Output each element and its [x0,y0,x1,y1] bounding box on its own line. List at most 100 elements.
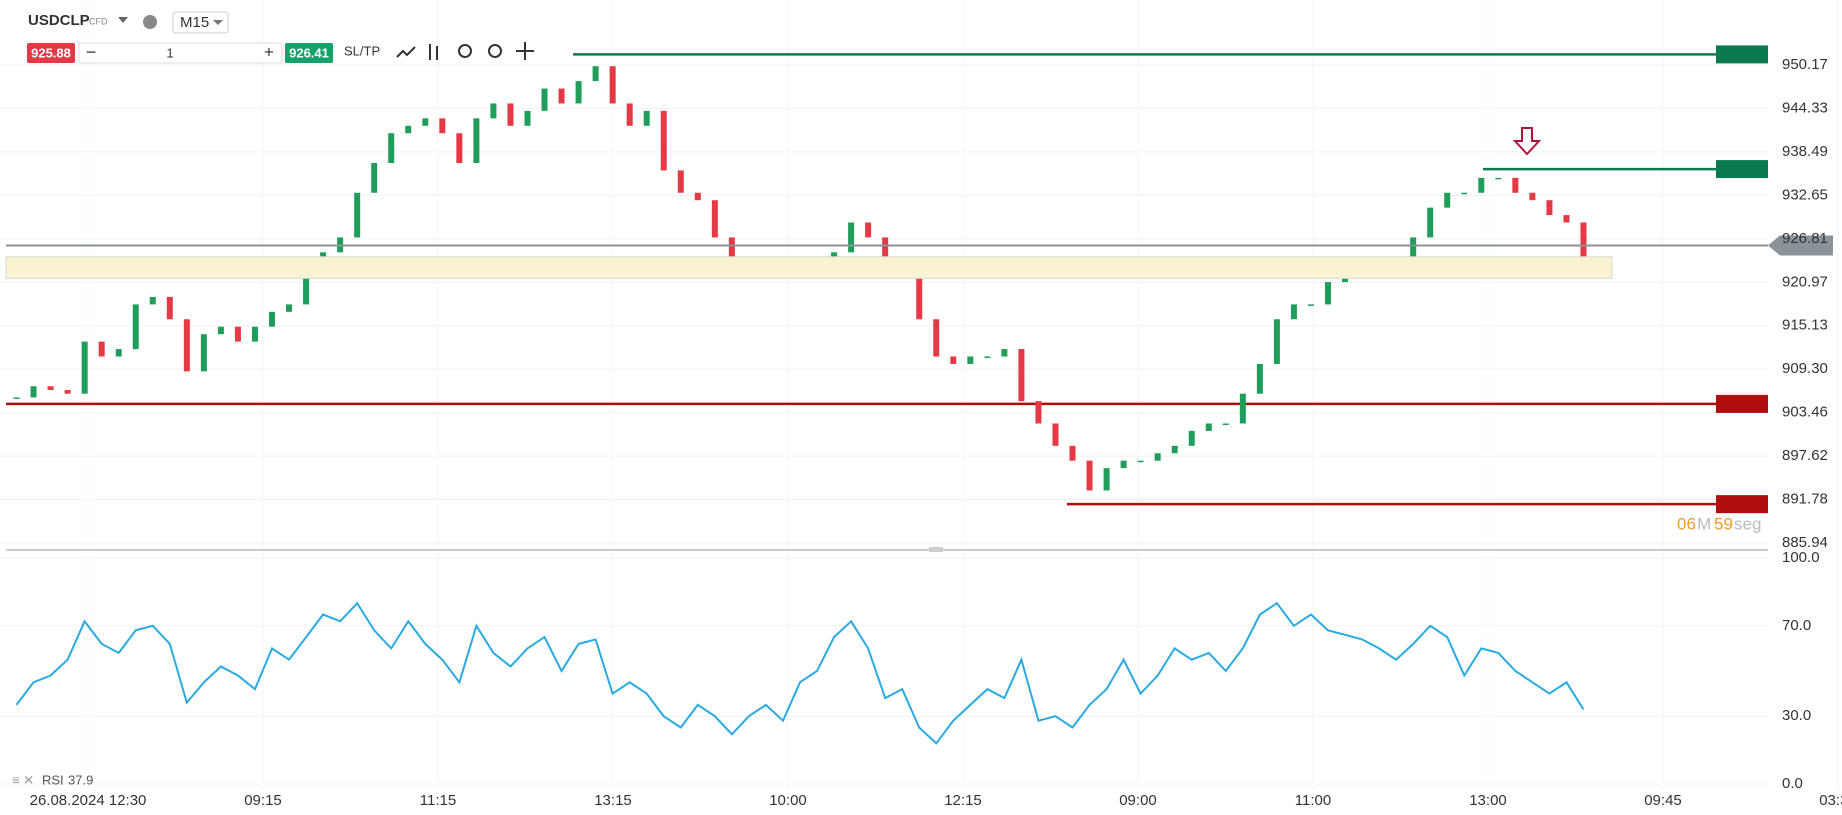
y-tick-label: 915.13 [1782,317,1828,334]
candle [984,356,991,358]
info-icon[interactable] [143,15,157,29]
candle [507,103,514,126]
candle [1086,460,1093,491]
candle [64,389,71,394]
candle [1478,177,1485,193]
y-tick-label: 30.0 [1782,707,1811,724]
candle [200,334,207,372]
candle [1205,423,1212,431]
candle [166,296,173,320]
x-tick-label: 10:00 [769,792,807,809]
candle [1290,304,1297,320]
timeframe[interactable]: M15 [180,14,209,31]
candle [933,319,940,357]
down-arrow [1512,127,1542,156]
countdown-minutes: 06 [1677,514,1696,533]
buy-price[interactable]: 926.41 [289,45,329,60]
candle [1137,460,1144,463]
candle [1325,282,1331,305]
candle [30,386,37,398]
x-tick-label: 26.08.2024 12:30 [30,792,147,809]
candle [882,237,889,268]
candle [1239,393,1246,424]
candle [1001,349,1008,357]
y-tick-label: 100.0 [1782,549,1820,566]
candle [371,162,378,193]
candle [967,356,974,364]
sell-button[interactable] [27,43,75,63]
quantity-box[interactable] [78,42,283,64]
candle [660,110,667,171]
background [0,64,1768,785]
candle [1563,215,1570,223]
countdown-seconds: 59 [1714,514,1733,533]
candle [388,133,395,163]
candle [81,341,88,394]
candle [286,304,293,312]
y-tick-label: 920.97 [1782,273,1828,290]
candle [1427,207,1434,238]
move-icon[interactable] [516,42,534,60]
symbol[interactable]: USDCLP [28,12,90,29]
candle [1103,468,1110,491]
indicator-icon[interactable]: ≡ ✕ [12,772,34,787]
candle [47,386,54,390]
rsi-value: 37.9 [68,772,93,787]
line-chart-icon[interactable] [396,46,416,58]
timeframe-select[interactable] [172,11,229,34]
y-tick-label: 0.0 [1782,775,1803,792]
candle [524,110,531,126]
candle [269,311,275,327]
candle [1222,423,1229,425]
rsi-line [15,601,1585,745]
candle [1512,177,1519,193]
level-tag [1716,394,1768,413]
rsi-name: RSI [42,772,64,787]
y-tick-label: 944.33 [1782,99,1828,116]
candle [575,81,582,104]
candle [490,103,497,119]
plus[interactable]: + [264,42,274,61]
liquidity-zone [5,256,1613,279]
candle [234,326,241,342]
candle [728,237,735,260]
y-tick-label: 897.62 [1782,447,1828,464]
zoom-out-icon[interactable] [458,44,472,58]
candle [541,88,548,111]
x-tick-label: 03:30 [1819,792,1842,809]
candle [592,66,599,82]
level-tag [1716,45,1768,64]
candle [217,326,224,335]
candle [303,274,310,305]
sl-tp[interactable]: SL/TP [344,43,380,58]
candle [1546,200,1553,216]
y-tick-label: 885.94 [1782,534,1828,551]
candle [1069,445,1076,461]
quantity[interactable]: 1 [166,45,173,60]
level-tag [1716,160,1768,179]
symbol-dropdown[interactable] [118,17,128,23]
candle [558,88,565,104]
candle [1273,319,1280,364]
candle [950,356,957,364]
x-tick-label: 11:00 [1295,792,1331,809]
candle [1035,401,1042,424]
zoom-in-icon[interactable] [488,44,502,58]
candle [643,110,650,126]
y-tick-label: 903.46 [1782,404,1828,421]
candle [1580,222,1587,260]
candle [1529,192,1536,201]
candle-icon[interactable] [429,44,438,60]
candle [1188,430,1195,446]
candle [132,304,139,350]
level-tag [1716,495,1768,514]
buy-button[interactable] [285,43,333,63]
minus[interactable]: − [86,42,97,62]
sell-price[interactable]: 925.88 [31,45,71,60]
candle [848,222,855,253]
candle [439,118,446,134]
y-tick-label: 932.65 [1782,186,1828,203]
candle [626,103,633,126]
